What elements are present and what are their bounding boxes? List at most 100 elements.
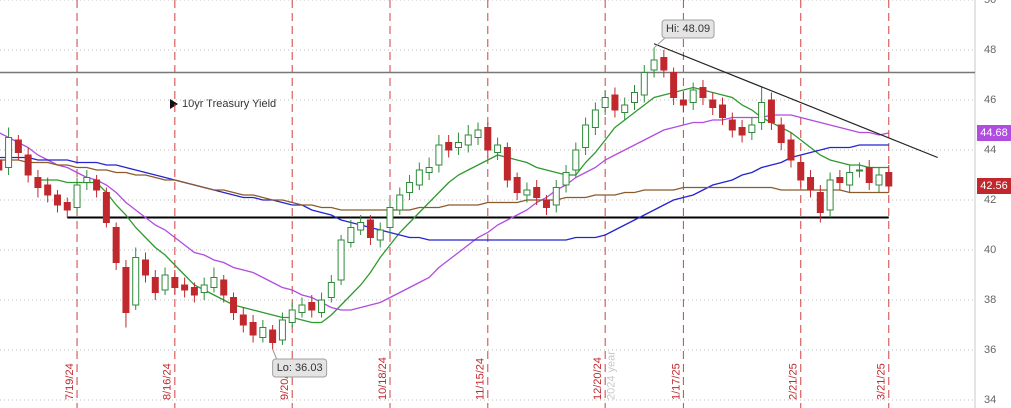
candle-body [855,169,863,172]
candle-body [601,97,609,108]
candle-body [112,227,120,263]
candle-body [758,102,766,123]
candle-body [523,189,531,196]
candle-body [200,284,208,293]
candle-body [542,199,550,208]
candle-body [767,99,775,123]
candle-body [640,72,648,96]
moving-average-line [0,159,889,211]
candle-body [689,89,697,103]
candle-body [259,327,267,338]
candle-body [572,149,580,171]
candle-body [875,174,883,186]
candle-body [249,322,257,336]
candle-body [73,184,81,208]
candle-body [337,239,345,281]
x-tick-label: 12/20/24 [592,357,604,400]
candle-body [464,134,472,146]
candle-body [269,329,277,343]
y-tick-label: 46 [984,94,996,106]
candle-body [210,277,218,288]
candle-body [366,219,374,238]
trendline [653,43,938,159]
candle-body [719,104,727,118]
series-label: 10yr Treasury Yield [182,98,276,110]
candle-body [748,124,756,133]
candle-body [826,179,834,211]
candle-body [181,284,189,291]
candle-body [474,129,482,138]
candle-body [582,124,590,148]
candle-body [142,259,149,276]
candle-body [5,137,13,168]
candle-body [327,282,335,298]
candle-body [621,104,629,113]
candle-body [171,277,179,288]
candle-body [151,277,159,293]
y-tick-label: 38 [984,294,996,306]
x-tick-label: 8/16/24 [162,363,174,400]
candle-body [230,297,238,313]
price-tag-label: 44.68 [980,127,1008,139]
candle-body [425,167,433,173]
price-tag [977,125,1011,141]
candle-body [807,177,815,191]
candle-body [533,187,541,198]
candle-body [816,192,824,213]
candle-body [318,299,326,313]
callout-box [272,358,328,378]
year-label: 2024 year [606,351,618,400]
candle-body [239,314,247,326]
y-tick-label: 40 [984,244,996,256]
candle-body [709,99,717,108]
low-label: Lo: 36.03 [277,362,323,374]
candle-body [24,154,32,176]
candle-body [650,59,658,71]
x-tick-label: 2/21/25 [788,363,800,400]
series-marker [170,99,178,109]
candle-body [865,167,873,183]
x-tick-label: 10/18/24 [377,357,389,400]
callout-pointer [653,36,667,49]
moving-average-line [37,86,889,324]
x-tick-label: 11/15/24 [475,358,487,400]
candle-body [63,202,71,211]
candle-body [190,287,198,296]
candle-body [445,142,453,151]
y-tick-label: 48 [984,44,996,56]
candle-body [738,127,746,136]
candle-body [161,274,169,291]
candle-body [415,169,423,186]
candle-body [288,309,296,323]
candle-body [797,162,805,181]
candle-body [552,187,560,206]
candle-body [728,119,736,131]
candle-body [777,124,785,143]
x-tick-label: 1/17/25 [670,363,682,400]
candle-body [278,319,286,341]
candle-body [484,127,492,151]
candle-body [699,87,707,98]
candle-body [503,147,511,181]
candle-body [53,194,61,206]
candle-body [591,109,599,128]
candle-body [93,179,101,191]
candle-body [0,159,3,171]
candle-body [435,144,443,166]
y-tick-label: 34 [984,394,996,406]
candle-body [220,279,228,296]
y-tick-label: 42 [984,194,996,206]
x-tick-label: 3/21/25 [876,363,888,400]
candle-body [44,184,52,196]
candle-body [308,302,316,311]
candle-body [670,72,678,98]
moving-average-line [0,144,889,241]
candle-body [83,177,91,183]
candle-body [298,304,306,313]
candle-body [631,92,638,103]
candle-body [454,142,462,148]
candle-body [357,222,365,231]
callout-box [661,19,715,39]
